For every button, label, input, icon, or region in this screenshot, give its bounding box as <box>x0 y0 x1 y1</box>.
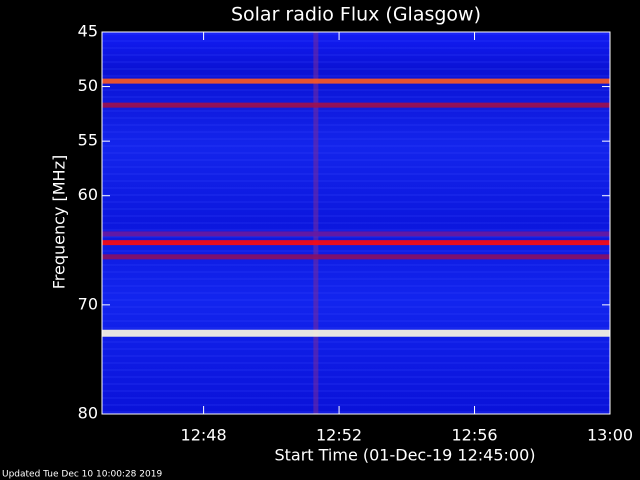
emission-band <box>102 240 610 246</box>
chart-title: Solar radio Flux (Glasgow) <box>231 4 481 26</box>
emission-band <box>102 102 610 108</box>
y-axis-label: Frequency [MHz] <box>50 155 69 289</box>
y-tick-label: 55 <box>78 131 98 150</box>
footer: Updated Tue Dec 10 10:00:28 2019 <box>2 470 162 480</box>
y-tick-label: 80 <box>78 404 98 423</box>
x-tick-label: 12:48 <box>181 426 227 445</box>
emission-band <box>102 329 610 337</box>
x-axis-label: Start Time (01-Dec-19 12:45:00) <box>274 446 535 465</box>
x-tick-label: 12:56 <box>451 426 497 445</box>
x-tick-label: 12:52 <box>316 426 362 445</box>
burst <box>313 32 319 414</box>
y-tick-label: 45 <box>78 22 98 41</box>
emission-band <box>102 231 610 237</box>
y-tick-label: 70 <box>78 294 98 313</box>
emission-band <box>102 254 610 260</box>
emission-band <box>102 78 610 84</box>
y-tick-label: 60 <box>78 185 98 204</box>
plot-texture <box>102 32 610 414</box>
plot-frame <box>101 31 611 415</box>
x-tick-label: 13:00 <box>587 426 633 445</box>
y-tick-label: 50 <box>78 76 98 95</box>
